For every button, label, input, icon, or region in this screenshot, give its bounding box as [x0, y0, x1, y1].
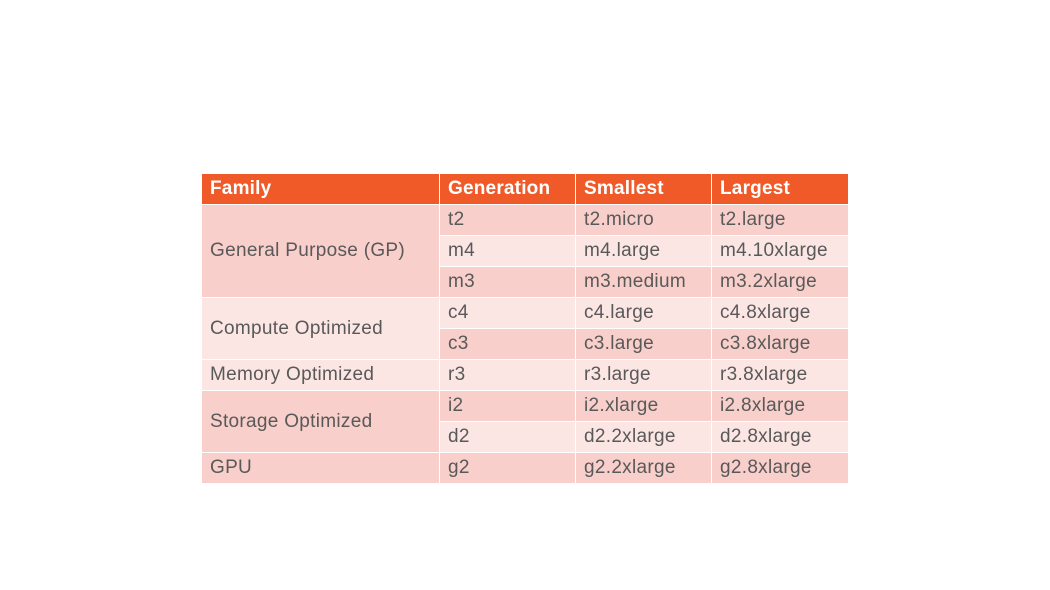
family-cell-storage-optimized: Storage Optimized	[201, 390, 440, 453]
largest-cell: t2.large	[711, 204, 849, 236]
largest-cell: i2.8xlarge	[711, 390, 849, 422]
header-family: Family	[201, 173, 440, 205]
generation-cell: t2	[439, 204, 576, 236]
header-largest: Largest	[711, 173, 849, 205]
smallest-cell: g2.2xlarge	[575, 452, 712, 484]
generation-cell: i2	[439, 390, 576, 422]
generation-cell: m3	[439, 266, 576, 298]
table-row: Memory Optimized r3 r3.large r3.8xlarge	[201, 359, 849, 391]
largest-cell: d2.8xlarge	[711, 421, 849, 453]
generation-cell: c4	[439, 297, 576, 329]
header-smallest: Smallest	[575, 173, 712, 205]
smallest-cell: t2.micro	[575, 204, 712, 236]
family-cell-compute-optimized: Compute Optimized	[201, 297, 440, 360]
largest-cell: c3.8xlarge	[711, 328, 849, 360]
table-row: c3 c3.large c3.8xlarge	[202, 328, 849, 360]
header-row: Family Generation Smallest Largest	[201, 173, 849, 205]
family-cell-gpu: GPU	[201, 452, 440, 484]
generation-cell: r3	[439, 359, 576, 391]
largest-cell: m3.2xlarge	[711, 266, 849, 298]
smallest-cell: m4.large	[575, 235, 712, 267]
family-cell-general-purpose: General Purpose (GP)	[201, 204, 440, 298]
table-row: Storage Optimized i2 i2.xlarge i2.8xlarg…	[201, 390, 849, 453]
largest-cell: g2.8xlarge	[711, 452, 849, 484]
largest-cell: r3.8xlarge	[711, 359, 849, 391]
generation-cell: d2	[439, 421, 576, 453]
smallest-cell: m3.medium	[575, 266, 712, 298]
table-row: d2 d2.2xlarge d2.8xlarge	[202, 421, 849, 453]
smallest-cell: r3.large	[575, 359, 712, 391]
family-cell-memory-optimized: Memory Optimized	[201, 359, 440, 391]
table-row: General Purpose (GP) t2 t2.micro t2.larg…	[201, 204, 849, 298]
table-row: m4 m4.large m4.10xlarge	[202, 235, 849, 267]
table-row: GPU g2 g2.2xlarge g2.8xlarge	[201, 452, 849, 484]
instance-family-table: Family Generation Smallest Largest Gener…	[201, 173, 849, 484]
generation-cell: m4	[439, 235, 576, 267]
smallest-cell: c4.large	[575, 297, 712, 329]
header-generation: Generation	[439, 173, 576, 205]
largest-cell: m4.10xlarge	[711, 235, 849, 267]
table-row: Compute Optimized c4 c4.large c4.8xlarge	[201, 297, 849, 360]
table-row: m3 m3.medium m3.2xlarge	[202, 266, 849, 298]
smallest-cell: c3.large	[575, 328, 712, 360]
generation-cell: c3	[439, 328, 576, 360]
smallest-cell: i2.xlarge	[575, 390, 712, 422]
generation-cell: g2	[439, 452, 576, 484]
largest-cell: c4.8xlarge	[711, 297, 849, 329]
smallest-cell: d2.2xlarge	[575, 421, 712, 453]
